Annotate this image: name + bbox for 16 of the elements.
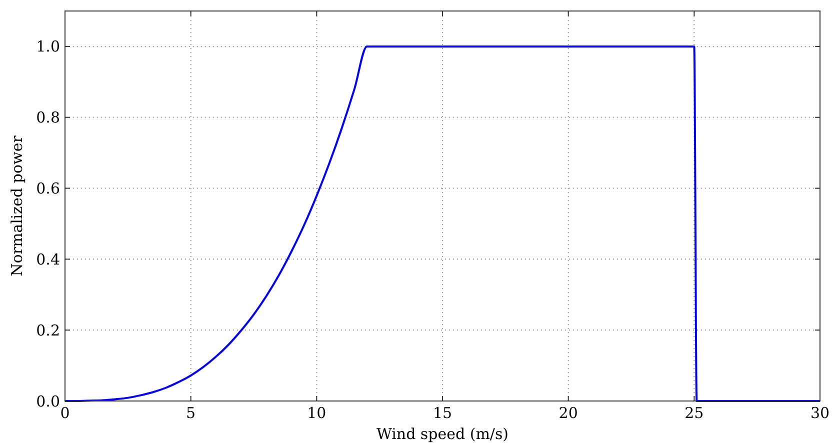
- x-tick-label: 20: [558, 404, 578, 422]
- x-tick-label: 10: [307, 404, 326, 422]
- y-tick-label: 0.6: [36, 180, 60, 198]
- line-series: [64, 45, 821, 402]
- y-tick-label: 0.4: [36, 250, 60, 268]
- x-axis-title: Wind speed (m/s): [376, 425, 509, 443]
- x-tick-label: 15: [432, 404, 452, 422]
- y-axis-title: Normalized power: [8, 134, 26, 276]
- x-tick-label: 0: [60, 404, 70, 422]
- y-tick-label: 0.0: [36, 392, 60, 410]
- y-tick-label: 0.2: [36, 321, 60, 340]
- x-tick-label: 5: [186, 404, 196, 422]
- x-tick-label: 25: [684, 404, 704, 422]
- y-tick-label: 0.8: [36, 108, 60, 127]
- y-tick-label: 1.0: [36, 38, 60, 56]
- x-tick-label: 30: [810, 404, 830, 422]
